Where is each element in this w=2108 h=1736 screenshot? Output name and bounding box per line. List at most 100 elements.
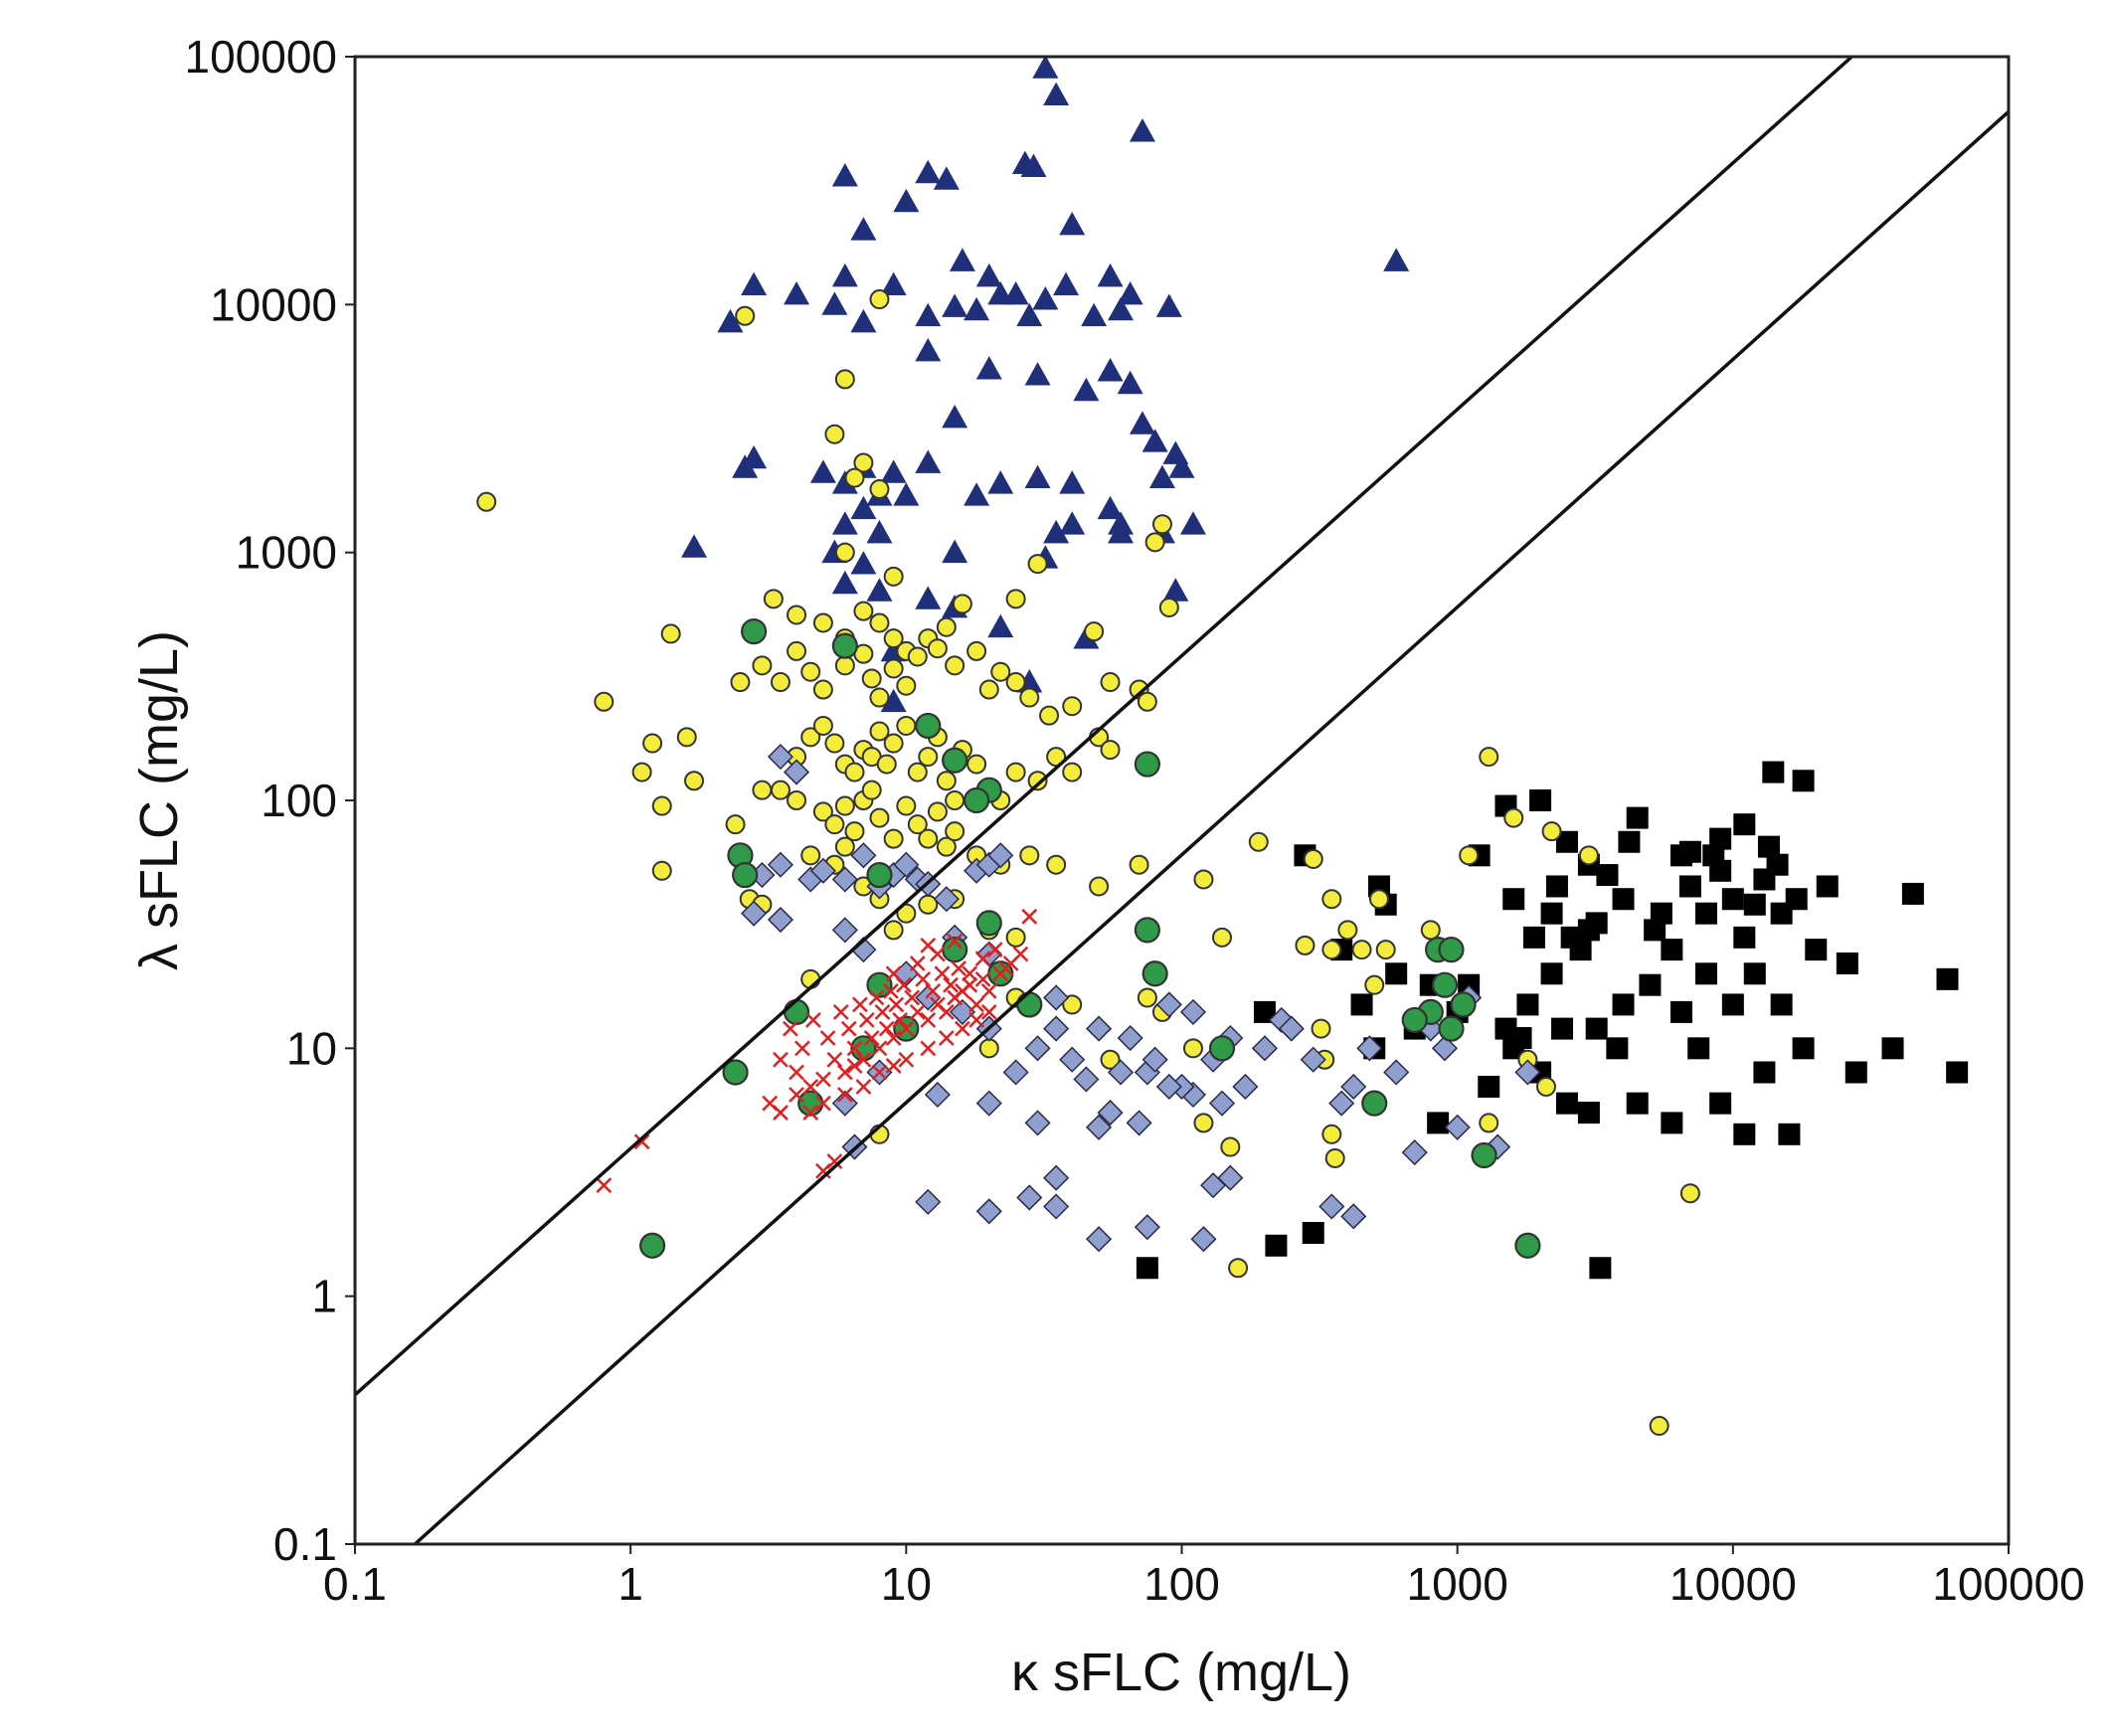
yellow-circle-point — [844, 762, 865, 782]
yellow-circle-point — [800, 727, 821, 748]
yellow-circle-point — [1368, 889, 1389, 910]
yellow-circle-point — [812, 715, 833, 736]
square-point — [1644, 919, 1667, 942]
square-point — [1743, 893, 1766, 916]
cross-point — [826, 1051, 843, 1068]
square-point — [1694, 902, 1717, 925]
yellow-circle-point — [787, 640, 807, 661]
diamond-point — [1043, 1193, 1070, 1220]
triangle-point — [975, 262, 1002, 287]
yellow-circle-point — [642, 733, 663, 754]
yellow-circle-point — [1541, 821, 1562, 842]
diamond-point — [767, 851, 794, 878]
yellow-circle-point — [770, 672, 790, 693]
diamond-point — [1300, 1046, 1326, 1073]
triangle-point — [964, 296, 990, 321]
triangle-point — [987, 281, 1014, 305]
diamond-point — [893, 851, 920, 878]
square-point — [1743, 962, 1766, 985]
green-circle-point — [866, 971, 893, 998]
triangle-point — [1024, 464, 1051, 489]
yellow-circle-point — [787, 605, 807, 625]
cross-point — [826, 1153, 843, 1169]
triangle-point — [975, 356, 1002, 380]
diamond-point — [1086, 1226, 1113, 1253]
yellow-circle-point — [844, 467, 865, 488]
cross-point — [855, 1051, 872, 1068]
square-point — [1936, 967, 1959, 990]
triangle-point — [949, 248, 975, 271]
triangle-point — [880, 271, 907, 295]
diamond-point — [1097, 1100, 1124, 1127]
yellow-circle-point — [1578, 845, 1599, 866]
yellow-circle-point — [800, 661, 821, 682]
yellow-circle-point — [907, 646, 928, 667]
yellow-circle-point — [824, 814, 845, 835]
yellow-circle-point — [594, 691, 615, 712]
cross-point — [596, 1177, 613, 1194]
triangle-point — [866, 578, 893, 602]
yellow-circle-point — [952, 594, 972, 614]
y-tick-label: 10000 — [210, 278, 337, 330]
diamond-point — [1086, 1114, 1113, 1140]
cross-point — [997, 960, 1014, 976]
triangle-point — [933, 166, 960, 190]
square-point — [1669, 844, 1692, 867]
square-point — [1757, 835, 1780, 858]
y-axis-title: λ sFLC (mg/L) — [129, 630, 189, 970]
yellow-circle-point — [1503, 807, 1524, 828]
square-point — [1596, 864, 1619, 887]
square-point — [1427, 1112, 1450, 1134]
square-point — [1612, 888, 1635, 911]
yellow-circle-point — [763, 589, 784, 609]
cross-point — [633, 1133, 650, 1150]
yellow-circle-point — [907, 762, 928, 782]
yellow-circle-point — [869, 289, 890, 310]
square-point — [1785, 888, 1808, 911]
x-tick-label: 10 — [881, 1558, 932, 1610]
square-point — [1606, 1037, 1629, 1060]
yellow-circle-point — [1100, 740, 1121, 761]
yellow-circle-point — [1005, 672, 1026, 693]
yellow-circle-point — [684, 771, 705, 791]
triangle-point — [831, 163, 858, 187]
triangle-point — [915, 586, 942, 609]
green-circle-point — [732, 861, 759, 889]
yellow-circle-point — [936, 771, 957, 791]
square-point — [1792, 1037, 1815, 1060]
triangle-point — [741, 444, 768, 469]
diamond-point — [924, 1081, 951, 1109]
diamond-point — [1383, 1059, 1410, 1086]
diamond-point — [1278, 1015, 1305, 1042]
square-point — [1385, 962, 1408, 985]
diamond-point — [1251, 1035, 1278, 1062]
square-point — [1733, 813, 1756, 836]
triangle-point — [850, 551, 877, 575]
yellow-circle-point — [1337, 920, 1358, 941]
triangle-point — [1081, 302, 1108, 327]
reference-lines — [353, 55, 2011, 1546]
triangle-point — [880, 688, 907, 713]
triangle-point — [1032, 55, 1059, 79]
yellow-circle-point — [966, 640, 987, 661]
triangle-point — [1043, 519, 1070, 544]
triangle-point — [942, 405, 968, 429]
diamond-point — [975, 1198, 1002, 1225]
square-point — [1265, 1234, 1288, 1257]
square-point — [1585, 1017, 1608, 1040]
diamond-point — [933, 886, 960, 913]
cross-point — [968, 1012, 984, 1028]
triangle-point — [1097, 495, 1124, 520]
yellow-circle-point — [945, 821, 966, 842]
triangle-point — [915, 302, 942, 327]
yellow-circle-point — [824, 424, 845, 444]
cross-point — [920, 1012, 937, 1028]
diamond-point — [1073, 1066, 1100, 1093]
yellow-circle-point — [660, 623, 681, 644]
square-point — [1560, 926, 1583, 949]
x-tick-label: 10000 — [1669, 1558, 1797, 1610]
triangle-point — [1016, 302, 1043, 327]
diamond-point — [831, 866, 858, 893]
diamond-point — [1043, 984, 1070, 1011]
